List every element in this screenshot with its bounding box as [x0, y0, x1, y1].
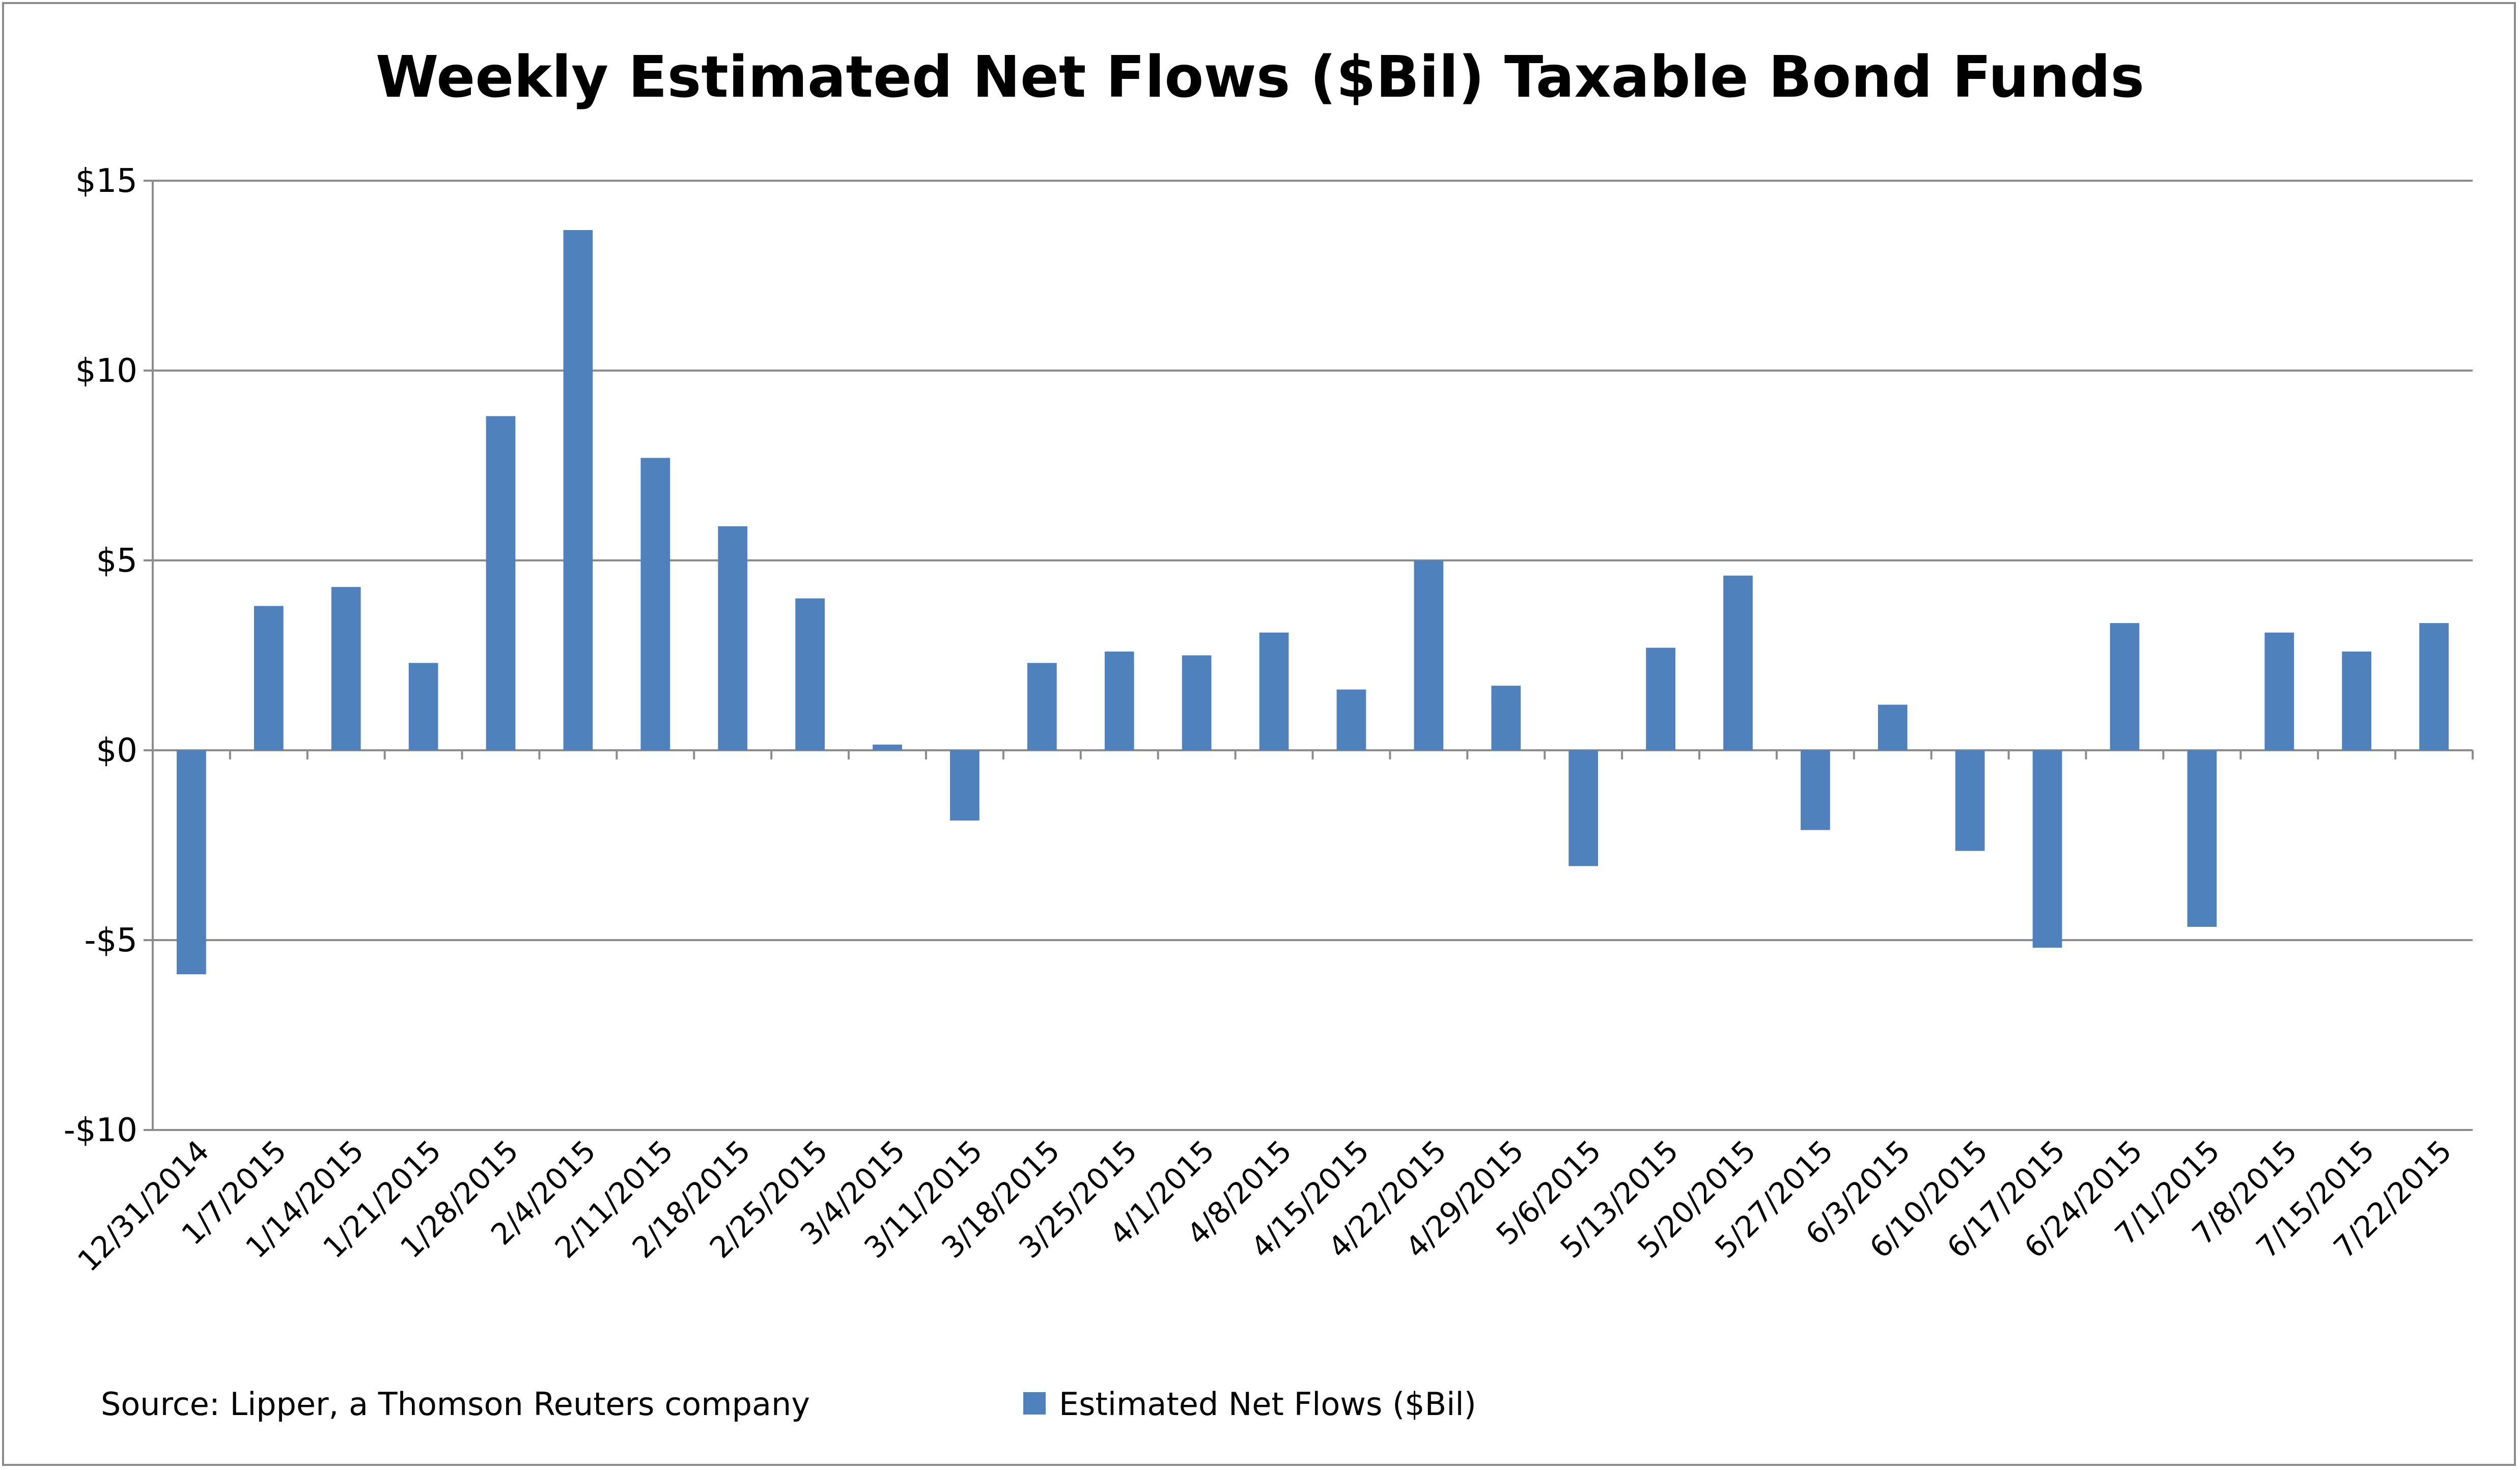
- source-note: Source: Lipper, a Thomson Reuters compan…: [101, 1386, 810, 1423]
- bar: [1955, 750, 1985, 851]
- bar: [2264, 632, 2294, 750]
- x-tick-label: 12/31/2014: [71, 1134, 215, 1278]
- bar: [1878, 704, 1908, 750]
- bar: [1723, 575, 1753, 750]
- y-tick-label: $15: [75, 162, 137, 200]
- y-axis-ticks: -$10 -$5 $0 $5 $10 $15: [64, 162, 153, 1149]
- bar: [1569, 750, 1599, 866]
- bar: [2187, 750, 2217, 927]
- bar: [2342, 652, 2372, 750]
- bar: [2032, 750, 2062, 948]
- bar: [486, 416, 516, 750]
- bar: [1800, 750, 1830, 830]
- bar: [950, 750, 979, 821]
- bar: [795, 598, 825, 750]
- chart-title: Weekly Estimated Net Flows ($Bil) Taxabl…: [376, 44, 2144, 110]
- bar: [873, 744, 902, 750]
- bar: [2419, 623, 2449, 750]
- bar: [177, 750, 206, 975]
- bar: [640, 458, 670, 750]
- bar: [563, 230, 593, 751]
- bar: [254, 606, 284, 750]
- x-axis-ticks: 12/31/20141/7/20151/14/20151/21/20151/28…: [71, 750, 2474, 1278]
- bars: [177, 230, 2449, 975]
- bar: [408, 663, 438, 750]
- bar: [1104, 652, 1134, 750]
- bar: [1259, 632, 1289, 750]
- bar: [1414, 560, 1444, 750]
- legend-label: Estimated Net Flows ($Bil): [1059, 1386, 1476, 1423]
- legend-swatch: [1023, 1392, 1046, 1415]
- footer: Source: Lipper, a Thomson Reuters compan…: [101, 1386, 1476, 1423]
- y-tick-label: $10: [75, 352, 137, 390]
- y-tick-label: -$10: [64, 1112, 137, 1149]
- bar: [718, 526, 748, 750]
- bar: [331, 587, 361, 750]
- y-tick-label: $5: [96, 542, 137, 580]
- bar: [1027, 663, 1057, 750]
- y-tick-label: -$5: [84, 922, 137, 959]
- bar: [1491, 686, 1521, 750]
- bar: [1336, 689, 1366, 750]
- bar: [1182, 655, 1212, 750]
- y-tick-label: $0: [96, 732, 137, 770]
- bar: [1646, 647, 1675, 750]
- bar: [2110, 623, 2140, 750]
